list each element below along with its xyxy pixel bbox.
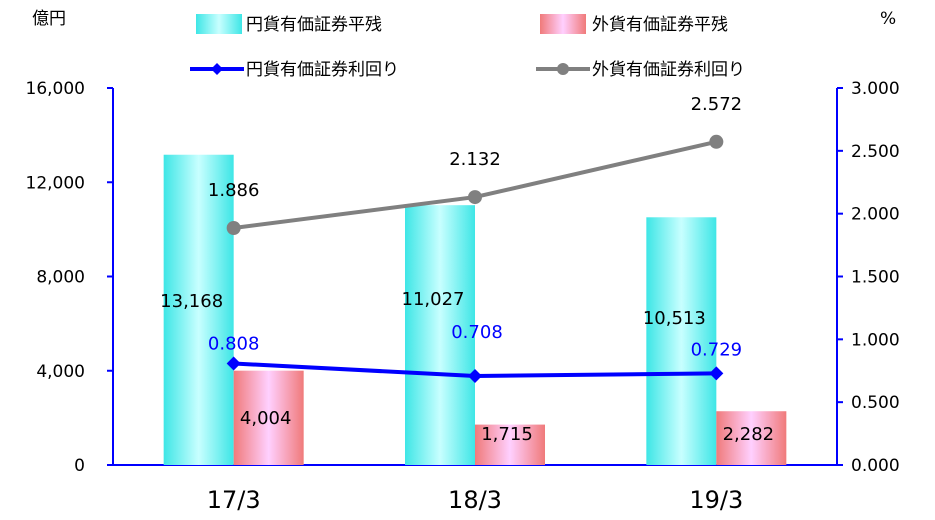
point-label-yen-yield: 0.708 bbox=[451, 322, 503, 343]
bar-label-fx-balance: 4,004 bbox=[240, 408, 292, 429]
left-tick-label: 16,000 bbox=[26, 79, 85, 99]
point-label-yen-yield: 0.729 bbox=[691, 339, 743, 360]
point-label-yen-yield: 0.808 bbox=[208, 333, 260, 354]
right-tick-label: 1.000 bbox=[851, 330, 900, 350]
category-label: 18/3 bbox=[448, 486, 502, 514]
right-tick-label: 1.500 bbox=[851, 268, 900, 288]
bar-yen-balance bbox=[646, 217, 717, 465]
legend: 円貨有価証券平残 外貨有価証券平残 円貨有価証券利回り 外貨有価証券利回り bbox=[190, 14, 745, 80]
bar-fx-balance bbox=[716, 411, 787, 465]
bar-label-yen-balance: 10,513 bbox=[643, 308, 706, 329]
point-fx-yield bbox=[709, 134, 724, 149]
category-label: 19/3 bbox=[689, 486, 743, 514]
bar-label-yen-balance: 13,168 bbox=[160, 291, 223, 312]
bar-yen-balance bbox=[405, 205, 475, 465]
left-axis-unit: 億円 bbox=[32, 9, 66, 29]
point-yen-yield bbox=[709, 366, 724, 381]
right-tick-label: 0.500 bbox=[851, 393, 900, 413]
bar-fx-balance bbox=[233, 370, 304, 465]
category-label: 17/3 bbox=[207, 486, 261, 514]
right-axis-ticks: 0.000 0.500 1.000 1.500 2.000 2.500 3.000 bbox=[837, 79, 900, 476]
point-label-fx-yield: 1.886 bbox=[208, 180, 260, 201]
point-yen-yield bbox=[468, 369, 482, 384]
right-tick-label: 2.000 bbox=[851, 205, 900, 225]
legend-label-fx-balance: 外貨有価証券平残 bbox=[592, 15, 728, 35]
left-tick-label: 12,000 bbox=[26, 173, 85, 193]
point-yen-yield bbox=[226, 356, 241, 371]
right-axis-unit: % bbox=[880, 9, 896, 29]
bar-label-fx-balance: 2,282 bbox=[723, 424, 775, 445]
legend-marker-yen-yield bbox=[211, 63, 223, 75]
legend-label-yen-yield: 円貨有価証券利回り bbox=[246, 60, 399, 80]
right-tick-label: 3.000 bbox=[851, 79, 900, 99]
right-tick-label: 2.500 bbox=[851, 142, 900, 162]
bar-yen-balance bbox=[163, 154, 234, 465]
point-fx-yield bbox=[226, 220, 241, 235]
legend-label-fx-yield: 外貨有価証券利回り bbox=[592, 60, 745, 80]
point-label-fx-yield: 2.132 bbox=[449, 149, 501, 170]
yield-lines bbox=[226, 134, 724, 384]
bar-label-yen-balance: 11,027 bbox=[402, 289, 465, 310]
data-labels: 13,168 11,027 10,513 4,004 1,715 2,282 1.886 2.… bbox=[160, 94, 774, 445]
bars bbox=[163, 154, 787, 465]
left-tick-label: 8,000 bbox=[36, 268, 85, 288]
right-tick-label: 0.000 bbox=[851, 456, 900, 476]
point-label-fx-yield: 2.572 bbox=[691, 94, 743, 115]
legend-swatch-fx-balance bbox=[540, 14, 586, 34]
left-axis-ticks: 0 4,000 8,000 12,000 16,000 bbox=[26, 79, 113, 476]
bar-label-fx-balance: 1,715 bbox=[481, 424, 533, 445]
point-fx-yield bbox=[468, 190, 482, 205]
bar-fx-balance bbox=[475, 424, 545, 465]
legend-label-yen-balance: 円貨有価証券平残 bbox=[246, 15, 382, 35]
left-tick-label: 4,000 bbox=[36, 362, 85, 382]
category-labels: 17/3 18/3 19/3 bbox=[207, 486, 744, 514]
left-tick-label: 0 bbox=[74, 456, 85, 476]
legend-marker-fx-yield bbox=[557, 63, 569, 75]
legend-swatch-yen-balance bbox=[196, 14, 242, 34]
